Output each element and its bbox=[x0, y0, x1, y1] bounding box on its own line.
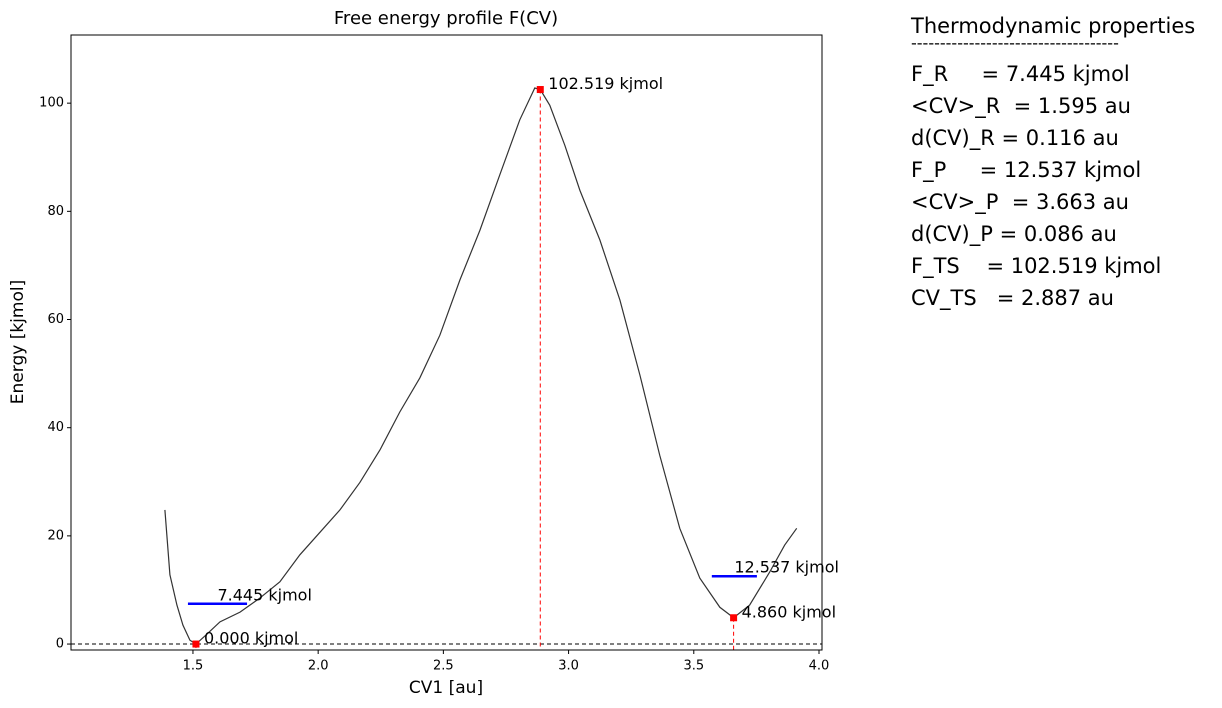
level-label: 12.537 kjmol bbox=[734, 558, 839, 577]
property-line: F_TS = 102.519 kjmol bbox=[911, 254, 1161, 279]
y-tick-label: 40 bbox=[47, 420, 64, 435]
chart-title: Free energy profile F(CV) bbox=[334, 8, 558, 29]
property-line: d(CV)_P = 0.086 au bbox=[911, 222, 1117, 247]
property-line: <CV>_R = 1.595 au bbox=[911, 94, 1131, 119]
property-line: <CV>_P = 3.663 au bbox=[911, 190, 1129, 215]
x-tick-label: 3.5 bbox=[683, 659, 704, 674]
point-marker bbox=[536, 86, 544, 94]
property-line: CV_TS = 2.887 au bbox=[911, 286, 1114, 311]
energy-curve bbox=[164, 87, 798, 645]
point-label: 0.000 kjmol bbox=[204, 629, 298, 648]
y-axis-label: Energy [kjmol] bbox=[8, 280, 28, 404]
axes-frame bbox=[70, 34, 823, 651]
y-tick-label: 60 bbox=[47, 312, 64, 327]
x-axis-label: CV1 [au] bbox=[409, 678, 483, 698]
y-tick-label: 100 bbox=[39, 96, 64, 111]
y-tick-label: 80 bbox=[47, 204, 64, 219]
x-tick-label: 1.5 bbox=[183, 659, 204, 674]
x-tick-label: 4.0 bbox=[809, 659, 830, 674]
property-line: F_R = 7.445 kjmol bbox=[911, 62, 1130, 87]
property-line: F_P = 12.537 kjmol bbox=[911, 158, 1141, 183]
property-line: d(CV)_R = 0.116 au bbox=[911, 126, 1119, 151]
point-label: 102.519 kjmol bbox=[548, 74, 663, 93]
x-tick-label: 3.0 bbox=[558, 659, 579, 674]
panel-separator: ------------------------------------ bbox=[911, 34, 1119, 53]
x-tick-label: 2.5 bbox=[433, 659, 454, 674]
point-label: 4.860 kjmol bbox=[742, 602, 836, 621]
point-marker bbox=[730, 614, 738, 622]
y-tick-label: 20 bbox=[47, 528, 64, 543]
panel-title: Thermodynamic properties bbox=[910, 14, 1195, 38]
y-tick-label: 0 bbox=[56, 637, 64, 652]
point-marker bbox=[192, 640, 200, 648]
plot-area bbox=[71, 87, 822, 650]
x-tick-label: 2.0 bbox=[308, 659, 329, 674]
level-label: 7.445 kjmol bbox=[217, 585, 311, 604]
